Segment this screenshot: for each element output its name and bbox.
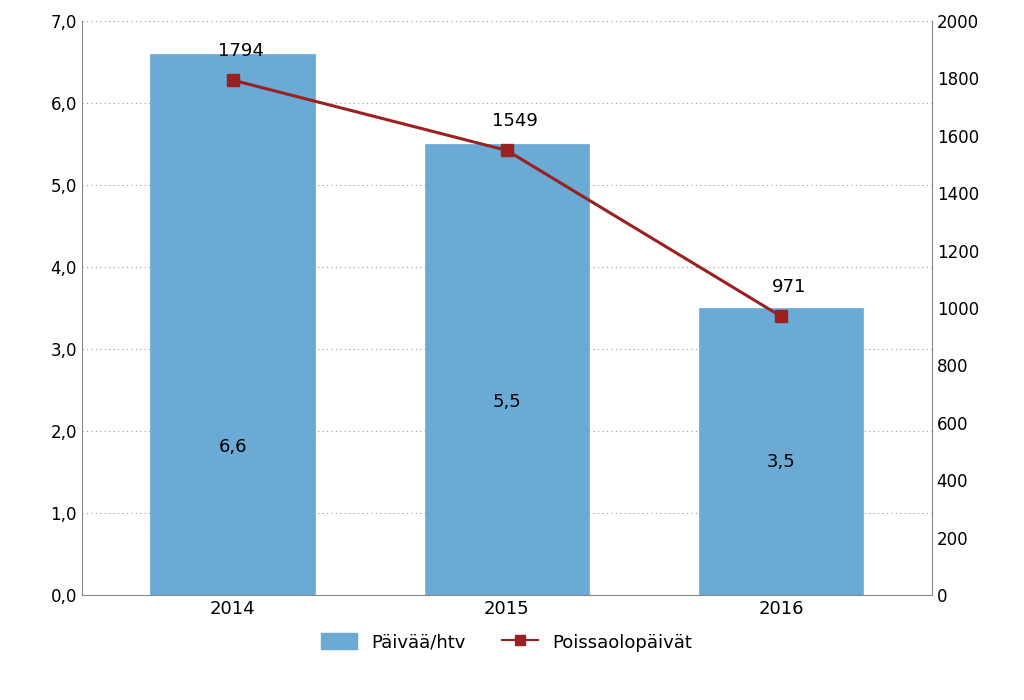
Text: 5,5: 5,5	[493, 393, 521, 412]
Text: 3,5: 3,5	[767, 453, 796, 471]
Legend: Päivää/htv, Poissaolopäivät: Päivää/htv, Poissaolopäivät	[312, 624, 701, 661]
Text: 1549: 1549	[493, 112, 538, 130]
Bar	[425, 144, 589, 595]
Text: 6,6: 6,6	[218, 438, 247, 456]
Bar	[698, 308, 863, 595]
Text: 971: 971	[772, 278, 807, 296]
Bar	[151, 54, 315, 595]
Text: 1794: 1794	[218, 42, 264, 60]
